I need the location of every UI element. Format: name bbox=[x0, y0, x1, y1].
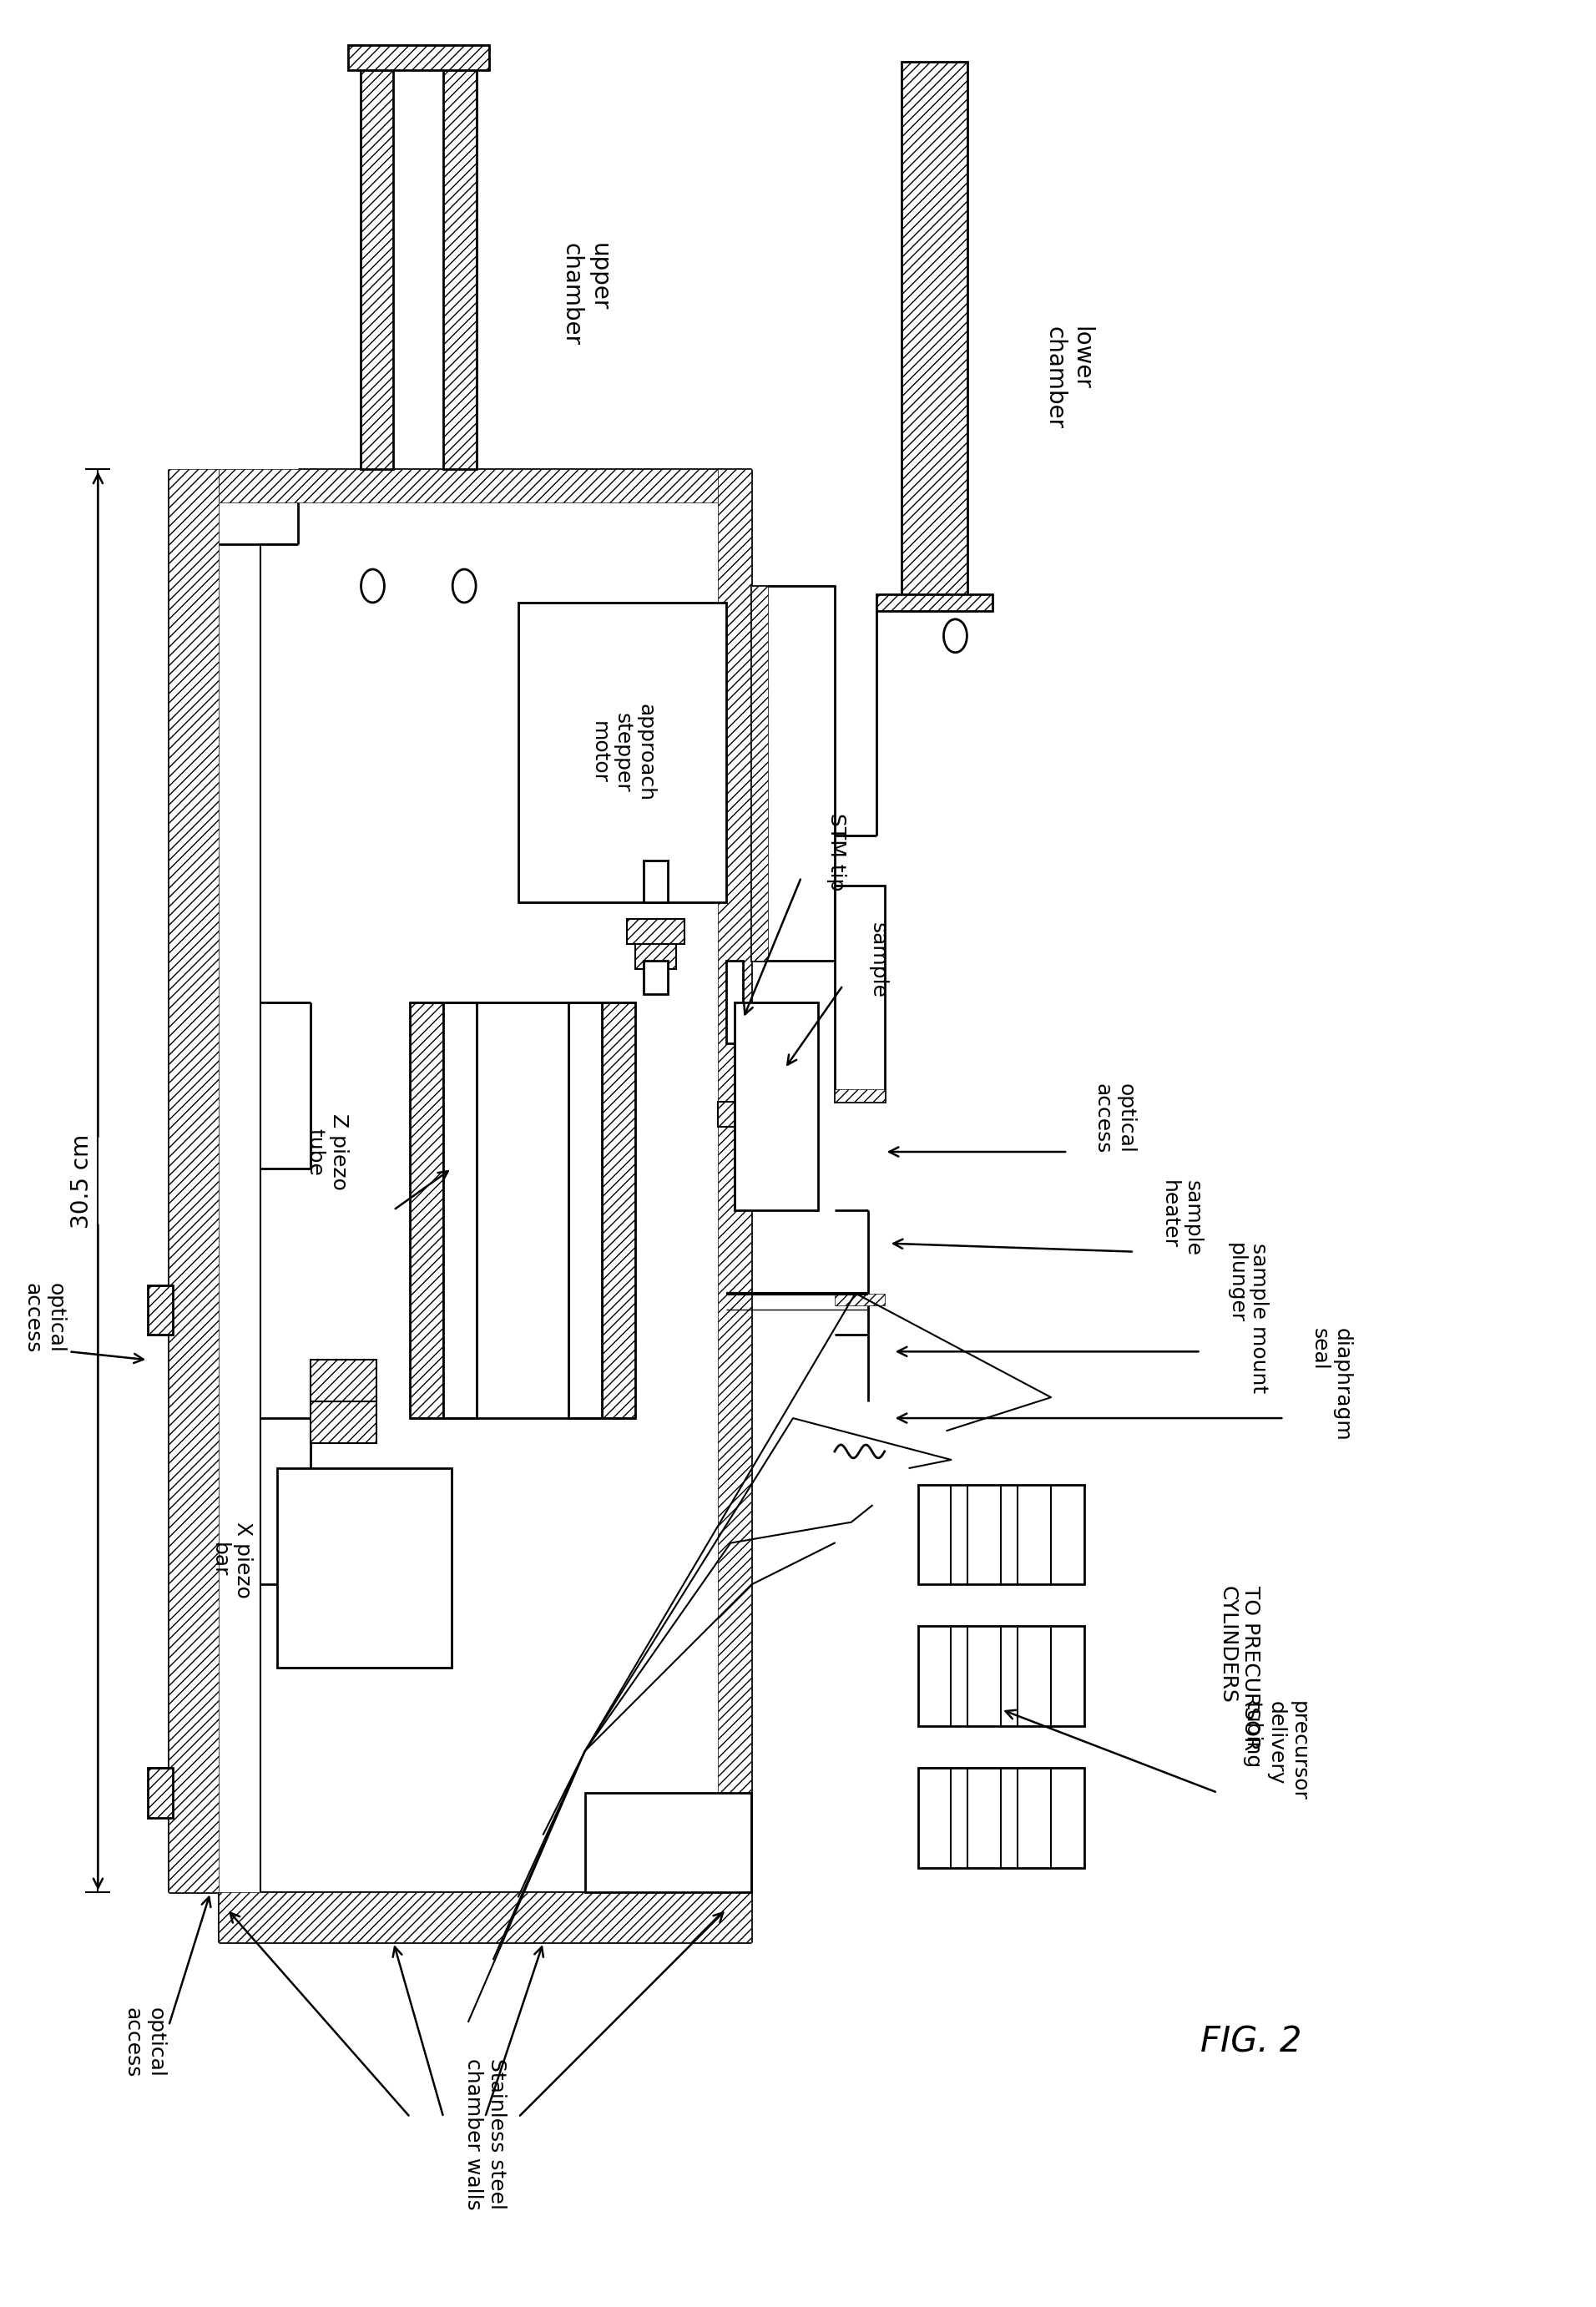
Bar bbox=[519, 602, 726, 902]
Text: TO PRECURSOR
CYLINDERS: TO PRECURSOR CYLINDERS bbox=[1218, 1585, 1261, 1751]
Bar bbox=[718, 1103, 752, 1126]
Bar bbox=[148, 1767, 172, 1818]
Bar bbox=[627, 918, 685, 944]
Bar bbox=[752, 586, 835, 960]
Bar bbox=[643, 861, 669, 902]
Text: STM tip: STM tip bbox=[827, 812, 846, 891]
Bar bbox=[410, 1001, 444, 1419]
Bar bbox=[444, 1001, 477, 1419]
Bar bbox=[643, 960, 669, 994]
Text: approach
stepper
motor: approach stepper motor bbox=[589, 704, 656, 801]
Bar bbox=[635, 944, 677, 969]
Text: X piezo
bar: X piezo bar bbox=[209, 1520, 252, 1599]
Text: Z piezo
tube: Z piezo tube bbox=[305, 1114, 348, 1190]
Bar bbox=[584, 1793, 752, 1892]
Bar bbox=[835, 886, 884, 1103]
Text: sample
heater: sample heater bbox=[1159, 1181, 1202, 1257]
Text: precursor
delivery
tubing: precursor delivery tubing bbox=[1242, 1700, 1309, 1802]
Bar bbox=[348, 44, 490, 69]
Text: optical
access: optical access bbox=[1093, 1084, 1136, 1154]
Text: lower
chamber: lower chamber bbox=[1042, 328, 1093, 429]
Text: optical
access: optical access bbox=[22, 1283, 65, 1354]
Ellipse shape bbox=[453, 570, 476, 602]
Text: sample: sample bbox=[868, 923, 887, 999]
Bar bbox=[602, 1001, 635, 1419]
Bar bbox=[752, 586, 768, 960]
Bar bbox=[876, 595, 993, 611]
Bar bbox=[902, 62, 967, 611]
Text: sample mount
plunger: sample mount plunger bbox=[1226, 1243, 1269, 1393]
Text: 30.5 cm: 30.5 cm bbox=[70, 1133, 94, 1227]
Bar bbox=[278, 1467, 452, 1668]
Ellipse shape bbox=[361, 570, 385, 602]
Bar bbox=[219, 468, 752, 503]
Bar bbox=[568, 1001, 602, 1419]
Text: FIG. 2: FIG. 2 bbox=[1200, 2026, 1301, 2060]
Text: diaphragm
seal: diaphragm seal bbox=[1309, 1329, 1352, 1442]
Text: optical
access: optical access bbox=[123, 2007, 166, 2079]
Bar bbox=[918, 1486, 1084, 1585]
Bar bbox=[310, 1359, 377, 1403]
Bar bbox=[835, 1294, 884, 1306]
Bar bbox=[219, 1892, 752, 1942]
Bar bbox=[734, 1001, 819, 1211]
Text: upper
chamber: upper chamber bbox=[560, 242, 610, 346]
Bar bbox=[148, 1285, 172, 1336]
Bar bbox=[361, 69, 394, 468]
Bar bbox=[169, 468, 219, 1892]
Bar bbox=[918, 1767, 1084, 1869]
Ellipse shape bbox=[943, 618, 967, 653]
Bar bbox=[835, 1089, 884, 1103]
Bar bbox=[726, 960, 744, 1043]
Bar bbox=[718, 468, 752, 1892]
Bar bbox=[310, 1403, 377, 1444]
Bar bbox=[444, 69, 477, 468]
Bar bbox=[918, 1626, 1084, 1726]
Text: Stainless steel
chamber walls: Stainless steel chamber walls bbox=[463, 2058, 506, 2210]
